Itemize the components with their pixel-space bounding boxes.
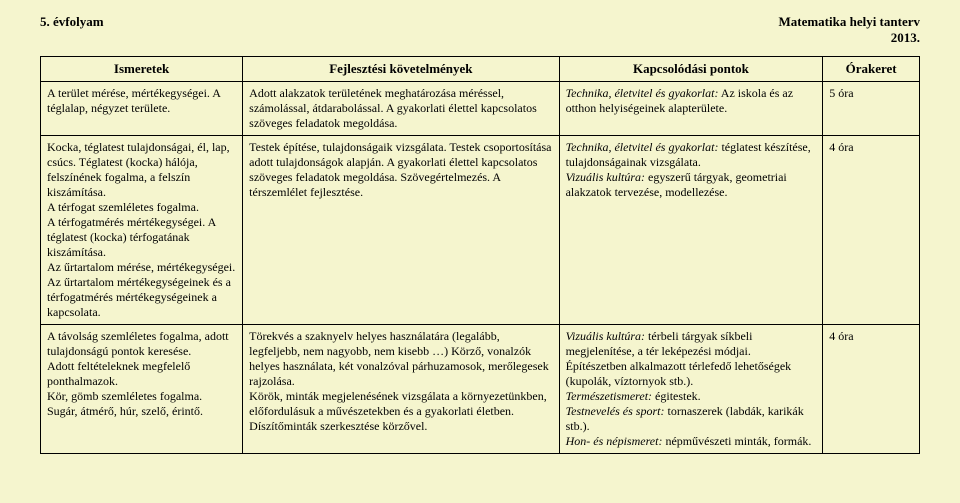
header-left: 5. évfolyam [40,14,104,46]
table-row: Kocka, téglatest tulajdonságai, él, lap,… [41,136,920,325]
col-kapcsolodasi: Kapcsolódási pontok [559,57,823,82]
cell-fejl: Adott alakzatok területének meghatározás… [243,82,559,136]
col-fejlesztesi: Fejlesztési követelmények [243,57,559,82]
curriculum-table: Ismeretek Fejlesztési követelmények Kapc… [40,56,920,454]
col-orakeret: Órakeret [823,57,920,82]
page-header: 5. évfolyam Matematika helyi tanterv 201… [40,14,920,46]
table-row: A terület mérése, mértékegységei. A tégl… [41,82,920,136]
header-right: Matematika helyi tanterv 2013. [778,14,920,46]
cell-fejl: Testek építése, tulajdonságaik vizsgálat… [243,136,559,325]
cell-kapcs: Technika, életvitel és gyakorlat: téglat… [559,136,823,325]
table-header-row: Ismeretek Fejlesztési követelmények Kapc… [41,57,920,82]
col-ismeretek: Ismeretek [41,57,243,82]
cell-kapcs: Technika, életvitel és gyakorlat: Az isk… [559,82,823,136]
cell-ora: 5 óra [823,82,920,136]
cell-ora: 4 óra [823,325,920,454]
cell-fejl: Törekvés a szaknyelv helyes használatára… [243,325,559,454]
cell-ismeretek: A távolság szemléletes fogalma, adott tu… [41,325,243,454]
table-row: A távolság szemléletes fogalma, adott tu… [41,325,920,454]
cell-ismeretek: A terület mérése, mértékegységei. A tégl… [41,82,243,136]
cell-ismeretek: Kocka, téglatest tulajdonságai, él, lap,… [41,136,243,325]
cell-kapcs: Vizuális kultúra: térbeli tárgyak síkbel… [559,325,823,454]
cell-ora: 4 óra [823,136,920,325]
